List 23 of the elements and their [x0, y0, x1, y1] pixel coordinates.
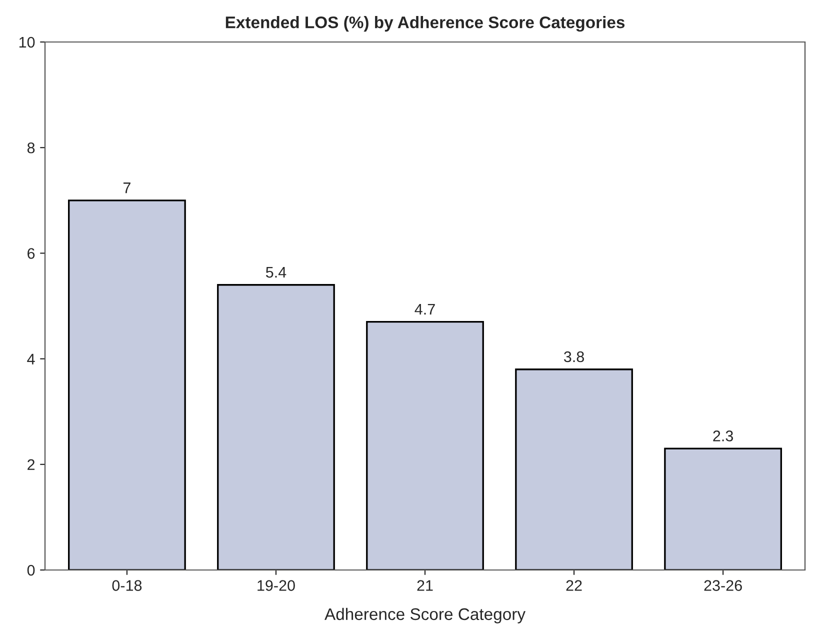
data-label: 5.4 [266, 267, 286, 278]
y-tick-label: 0 [27, 564, 35, 576]
bar [217, 284, 335, 570]
x-tick-label: 22 [566, 580, 582, 591]
y-tick-label: 8 [27, 142, 35, 154]
x-tick-label: 19-20 [258, 580, 295, 591]
data-label: 2.3 [713, 430, 733, 442]
y-tick-label: 4 [27, 354, 35, 364]
x-tick-label: 23-26 [704, 580, 742, 591]
y-tick-label: 2 [28, 459, 35, 470]
data-label: 7 [123, 182, 130, 194]
y-tick-label: 6 [28, 248, 35, 259]
y-tick-label: 10 [19, 36, 35, 48]
x-axis-title: Adherence Score Category [324, 608, 526, 624]
data-label: 4.7 [414, 304, 435, 315]
chart-title: Extended LOS (%) by Adherence Score Categories [226, 16, 625, 32]
bar [515, 368, 633, 570]
x-tick-label: 21 [417, 580, 433, 591]
bar [68, 200, 186, 570]
bar [664, 448, 782, 570]
bar [366, 321, 484, 570]
x-tick-label: 0-18 [112, 580, 142, 591]
data-label: 3.8 [564, 351, 584, 362]
